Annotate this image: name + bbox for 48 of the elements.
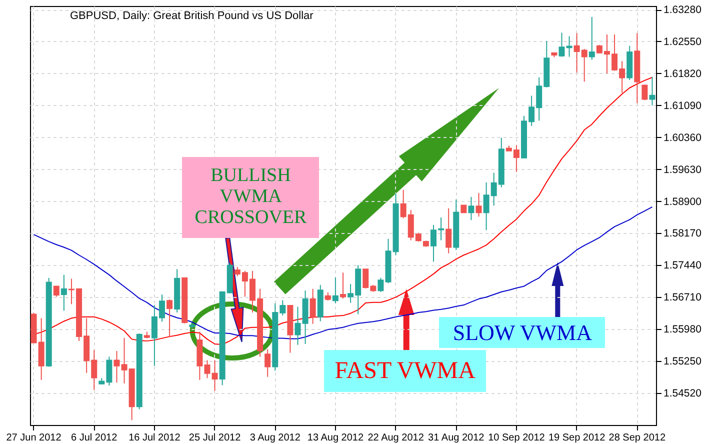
candlestick	[114, 350, 120, 384]
y-tick-label: 1.59630	[664, 164, 702, 176]
label-box: SLOW VWMA	[439, 317, 606, 348]
candlestick	[446, 208, 452, 254]
x-tick-label: 6 Jul 2012	[71, 432, 118, 444]
candlestick	[340, 272, 346, 299]
y-tick-label: 1.60360	[664, 132, 702, 144]
candlestick	[588, 16, 595, 60]
candlestick	[558, 32, 565, 58]
x-tick-label: 28 Sep 2012	[608, 432, 666, 444]
candlestick	[332, 276, 338, 304]
x-tick-label: 22 Aug 2012	[368, 432, 424, 444]
y-tick-label: 1.55980	[664, 324, 702, 336]
line-series	[33, 206, 653, 340]
candlestick	[468, 196, 474, 221]
candlestick	[53, 286, 60, 298]
candlestick	[642, 84, 648, 101]
x-tick-label: 13 Aug 2012	[307, 432, 364, 444]
candlestick	[378, 277, 384, 292]
x-tick-label: 19 Sep 2012	[548, 432, 606, 444]
candlestick	[60, 274, 67, 312]
candlestick	[310, 288, 316, 324]
x-tick-label: 25 Jul 2012	[188, 432, 242, 444]
y-tick-label: 1.54520	[664, 388, 702, 400]
y-tick-label: 1.62550	[664, 36, 702, 48]
y-tick-label: 1.58900	[664, 196, 702, 208]
candlestick	[166, 298, 173, 338]
y-tick-label: 1.63280	[664, 4, 702, 16]
x-tick-label: 16 Jul 2012	[128, 432, 181, 444]
note-box: BULLISH VWMA CROSSOVER	[182, 157, 320, 238]
y-tick-label: 1.58170	[664, 228, 702, 240]
y-tick-label: 1.55250	[664, 356, 702, 368]
candlestick	[294, 306, 301, 346]
y-tick-label: 1.61820	[664, 68, 702, 80]
candlestick	[649, 76, 656, 106]
chart-title: GBPUSD, Daily: Great British Pound vs US Dollar	[70, 10, 314, 22]
y-tick-label: 1.61090	[664, 100, 702, 112]
x-tick-label: 31 Aug 2012	[428, 432, 485, 444]
label-box: FAST VWMA	[324, 350, 486, 392]
candlestick	[264, 348, 271, 378]
x-tick-label: 27 Jun 2012	[6, 432, 62, 444]
x-tick-label: 10 Sep 2012	[488, 432, 546, 444]
candlestick	[566, 36, 572, 58]
x-tick-label: 3 Aug 2012	[250, 432, 301, 444]
candlestick	[476, 192, 482, 218]
y-tick-label: 1.57440	[664, 260, 702, 272]
y-tick-label: 1.56710	[664, 292, 702, 304]
candlestick	[212, 360, 218, 392]
